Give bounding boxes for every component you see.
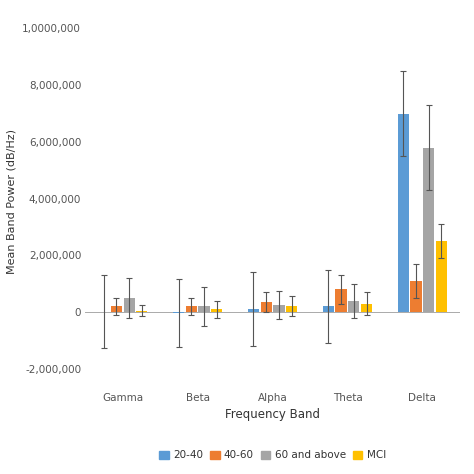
Bar — [211, 309, 222, 312]
Bar — [323, 306, 334, 312]
Bar — [410, 281, 421, 312]
Bar — [273, 305, 284, 312]
Bar — [286, 306, 297, 312]
Bar — [199, 306, 210, 312]
Bar — [136, 310, 147, 312]
Bar — [336, 290, 346, 312]
Bar — [186, 306, 197, 312]
Bar — [398, 113, 409, 312]
Bar — [423, 147, 434, 312]
Bar — [173, 312, 184, 313]
Bar — [248, 309, 259, 312]
Y-axis label: Mean Band Power (dB/Hz): Mean Band Power (dB/Hz) — [7, 129, 17, 274]
X-axis label: Frequency Band: Frequency Band — [225, 409, 320, 421]
Legend: 20-40, 40-60, 60 and above, MCI: 20-40, 40-60, 60 and above, MCI — [155, 447, 390, 465]
Bar — [98, 311, 109, 312]
Bar — [361, 303, 372, 312]
Bar — [261, 302, 272, 312]
Bar — [348, 301, 359, 312]
Bar — [111, 306, 122, 312]
Bar — [124, 298, 135, 312]
Bar — [436, 241, 447, 312]
